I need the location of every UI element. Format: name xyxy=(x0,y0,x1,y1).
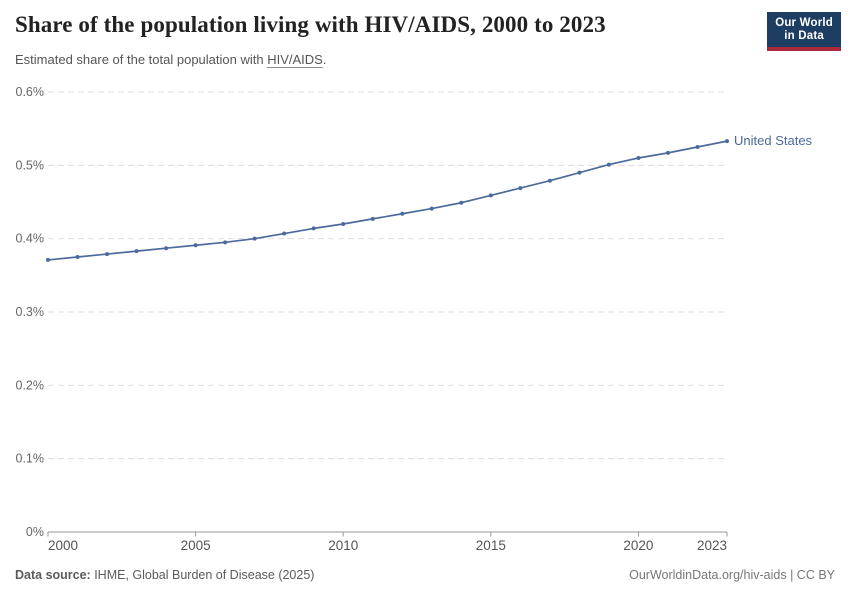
y-axis-tick-label: 0.2% xyxy=(16,378,45,392)
data-point xyxy=(606,162,611,167)
data-source-text: IHME, Global Burden of Disease (2025) xyxy=(90,568,315,582)
x-axis-tick-label: 2020 xyxy=(623,538,653,553)
owid-logo-line2: in Data xyxy=(784,30,824,42)
data-point xyxy=(341,222,346,226)
y-axis-tick-label: 0.4% xyxy=(16,232,45,246)
subtitle-text: Estimated share of the total population … xyxy=(15,52,268,67)
data-line-united-states[interactable] xyxy=(47,140,728,261)
data-point xyxy=(164,246,169,251)
data-point xyxy=(429,206,434,211)
x-axis-tick-label: 2023 xyxy=(697,538,727,553)
data-point xyxy=(695,145,700,149)
owid-logo[interactable]: Our World in Data xyxy=(767,12,841,51)
y-axis-tick-label: 0% xyxy=(26,525,44,539)
y-axis-tick-label: 0.5% xyxy=(16,158,45,172)
x-axis-tick-label: 2015 xyxy=(476,538,506,553)
data-point xyxy=(105,252,110,257)
data-point xyxy=(459,200,464,205)
subtitle-period: . xyxy=(322,52,327,67)
x-axis-tick-label: 2010 xyxy=(328,538,358,553)
credit-link[interactable]: OurWorldinData.org/hiv-aids | CC BY xyxy=(629,568,835,582)
data-point xyxy=(547,178,552,183)
x-axis-tick-label: 2000 xyxy=(48,538,78,553)
chart-subtitle: Estimated share of the total population … xyxy=(15,52,327,68)
data-point xyxy=(75,255,80,259)
data-point xyxy=(665,150,670,155)
data-point xyxy=(311,226,316,231)
data-point xyxy=(577,170,582,175)
y-axis-tick-label: 0.3% xyxy=(16,305,45,319)
data-point xyxy=(134,249,139,254)
data-source-label: Data source: xyxy=(15,568,91,582)
data-source: Data source: IHME, Global Burden of Dise… xyxy=(15,568,314,582)
y-axis-tick-label: 0.1% xyxy=(16,452,45,466)
data-point xyxy=(282,231,287,236)
x-axis-tick-label: 2005 xyxy=(181,538,211,553)
chart-title: Share of the population living with HIV/… xyxy=(15,12,606,37)
data-point xyxy=(252,236,257,241)
data-point xyxy=(223,240,228,245)
data-point xyxy=(46,257,50,262)
y-axis-tick-label: 0.6% xyxy=(16,85,45,99)
series-label[interactable]: United States xyxy=(734,133,813,148)
data-point xyxy=(400,211,405,216)
data-point xyxy=(725,139,729,144)
data-point xyxy=(518,186,523,191)
data-point xyxy=(370,216,375,221)
hiv-aids-term-link[interactable]: HIV/AIDS xyxy=(267,52,323,68)
data-point xyxy=(488,193,493,198)
data-point xyxy=(636,156,641,160)
owid-logo-line1: Our World xyxy=(775,17,833,29)
data-point xyxy=(193,243,198,248)
